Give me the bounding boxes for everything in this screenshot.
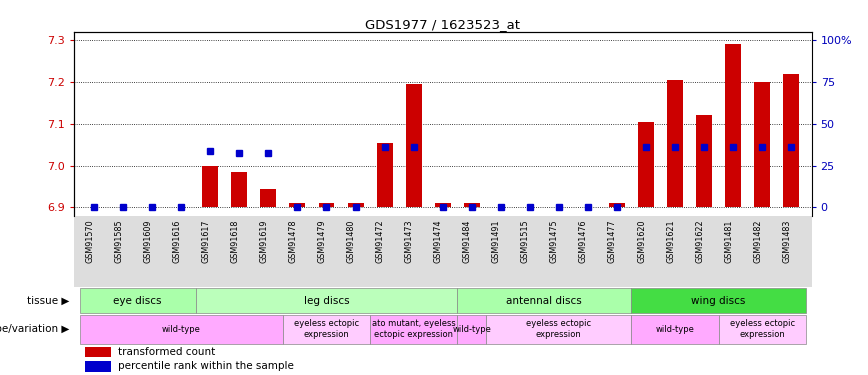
Text: genotype/variation ▶: genotype/variation ▶ <box>0 324 69 334</box>
Text: GSM91472: GSM91472 <box>376 219 385 263</box>
FancyBboxPatch shape <box>283 315 370 344</box>
Text: GSM91616: GSM91616 <box>172 219 181 263</box>
Bar <box>377 142 392 207</box>
Bar <box>754 82 770 207</box>
Bar <box>202 166 218 207</box>
Text: GSM91620: GSM91620 <box>637 219 646 263</box>
Text: GSM91515: GSM91515 <box>521 219 529 263</box>
Bar <box>783 74 799 207</box>
Text: transformed count: transformed count <box>118 347 215 357</box>
Text: GSM91617: GSM91617 <box>201 219 210 263</box>
Text: eyeless ectopic
expression: eyeless ectopic expression <box>294 320 359 339</box>
Text: GSM91479: GSM91479 <box>318 219 326 263</box>
Text: GSM91585: GSM91585 <box>115 219 123 263</box>
Bar <box>696 116 712 207</box>
Bar <box>85 346 111 357</box>
Bar <box>435 203 450 207</box>
Bar <box>725 44 741 207</box>
Text: GSM91609: GSM91609 <box>143 219 152 263</box>
Title: GDS1977 / 1623523_at: GDS1977 / 1623523_at <box>365 18 520 31</box>
Text: GSM91619: GSM91619 <box>260 219 268 263</box>
Text: GSM91570: GSM91570 <box>85 219 94 263</box>
Text: GSM91491: GSM91491 <box>492 219 501 263</box>
Bar <box>319 203 334 207</box>
FancyBboxPatch shape <box>632 315 719 344</box>
Text: antennal discs: antennal discs <box>506 296 582 306</box>
Text: tissue ▶: tissue ▶ <box>27 296 69 306</box>
Text: GSM91474: GSM91474 <box>434 219 443 263</box>
Text: wild-type: wild-type <box>655 325 694 334</box>
Text: GSM91473: GSM91473 <box>404 219 414 263</box>
Bar <box>85 361 111 372</box>
Bar <box>232 172 247 207</box>
Bar <box>347 203 364 207</box>
FancyBboxPatch shape <box>457 288 632 313</box>
Text: GSM91481: GSM91481 <box>724 219 733 263</box>
FancyBboxPatch shape <box>632 288 806 313</box>
Text: wing discs: wing discs <box>692 296 746 306</box>
Text: leg discs: leg discs <box>304 296 349 306</box>
Text: eyeless ectopic
expression: eyeless ectopic expression <box>526 320 591 339</box>
Bar <box>464 203 480 207</box>
Bar <box>638 122 654 207</box>
Bar <box>405 84 422 207</box>
FancyBboxPatch shape <box>457 315 486 344</box>
Text: GSM91482: GSM91482 <box>753 219 762 263</box>
Text: GSM91478: GSM91478 <box>288 219 298 263</box>
FancyBboxPatch shape <box>80 288 196 313</box>
Text: ato mutant, eyeless
ectopic expression: ato mutant, eyeless ectopic expression <box>372 320 456 339</box>
FancyBboxPatch shape <box>486 315 632 344</box>
Text: eyeless ectopic
expression: eyeless ectopic expression <box>730 320 795 339</box>
Bar <box>609 203 625 207</box>
Bar <box>667 80 683 207</box>
FancyBboxPatch shape <box>719 315 806 344</box>
Text: GSM91622: GSM91622 <box>695 219 704 263</box>
Text: wild-type: wild-type <box>452 325 491 334</box>
Text: GSM91484: GSM91484 <box>463 219 471 263</box>
Text: GSM91476: GSM91476 <box>579 219 588 263</box>
Text: GSM91483: GSM91483 <box>782 219 792 263</box>
FancyBboxPatch shape <box>80 315 283 344</box>
Text: eye discs: eye discs <box>114 296 162 306</box>
FancyBboxPatch shape <box>196 288 457 313</box>
Text: percentile rank within the sample: percentile rank within the sample <box>118 361 294 371</box>
Text: GSM91475: GSM91475 <box>549 219 559 263</box>
Text: GSM91621: GSM91621 <box>666 219 675 263</box>
Text: GSM91477: GSM91477 <box>608 219 617 263</box>
Bar <box>260 189 276 207</box>
Text: wild-type: wild-type <box>161 325 201 334</box>
FancyBboxPatch shape <box>370 315 457 344</box>
Text: GSM91480: GSM91480 <box>346 219 356 263</box>
Text: GSM91618: GSM91618 <box>230 219 240 263</box>
Bar <box>289 203 306 207</box>
